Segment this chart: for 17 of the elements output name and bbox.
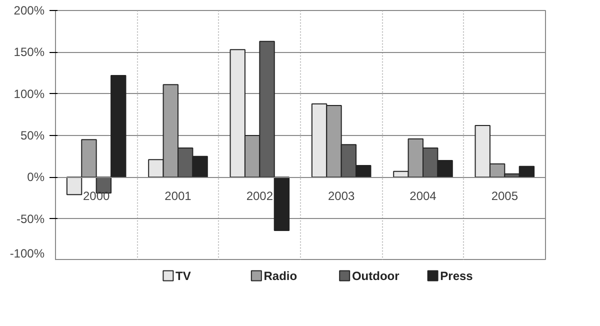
- legend-label: Outdoor: [352, 268, 400, 283]
- x-tick-label: 2003: [328, 189, 356, 204]
- legend-label: TV: [176, 268, 191, 283]
- x-tick-label: 2000: [82, 189, 110, 204]
- x-tick-label: 2001: [164, 189, 192, 204]
- x-tick-label: 2005: [491, 189, 518, 204]
- x-tick-label: 2004: [410, 189, 437, 204]
- y-tick-label: -50%: [16, 212, 45, 226]
- y-tick-label: 0%: [27, 170, 45, 184]
- y-tick-label: 100%: [14, 86, 45, 101]
- x-tick-label: 2002: [246, 189, 274, 204]
- y-tick-label: 200%: [14, 4, 45, 18]
- legend-label: Press: [440, 268, 474, 283]
- legend-label: Radio: [264, 268, 298, 283]
- y-tick-label: 50%: [20, 128, 45, 142]
- y-tick-label: 150%: [14, 45, 45, 60]
- y-tick-label: -100%: [10, 246, 45, 260]
